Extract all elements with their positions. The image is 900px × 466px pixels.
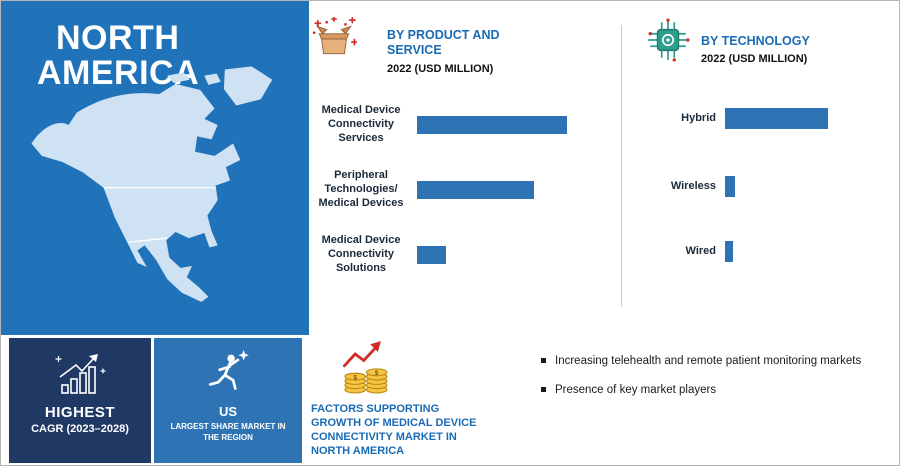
bar-wired: [725, 240, 734, 262]
bar-medical-device-connectivity-solutions: [417, 246, 446, 264]
bar-wireless: [725, 175, 736, 197]
svg-text:$: $: [353, 374, 357, 381]
technology-chart-header: BY TECHNOLOGY 2022 (USD MILLION): [701, 34, 810, 65]
factors-section: $ $ FACTORS SUPPORTING GROWTH OF MEDICAL…: [301, 338, 533, 463]
us-highlight-box: US LARGEST SHARE MARKET IN THE REGION: [154, 338, 302, 463]
technology-bar-row: Wired: [653, 226, 893, 276]
svg-text:$: $: [375, 370, 379, 377]
technology-bar-row: Wireless: [653, 161, 893, 211]
section-divider: [621, 25, 622, 307]
us-subtitle: LARGEST SHARE MARKET IN THE REGION: [170, 422, 286, 442]
category-label: Peripheral Technologies/ Medical Devices: [318, 169, 404, 209]
list-item: Presence of key market players: [539, 382, 891, 398]
product-chart-subtitle: 2022 (USD MILLION): [387, 62, 494, 75]
bullet-text: Increasing telehealth and remote patient…: [555, 355, 862, 367]
factors-title-line: FACTORS SUPPORTING: [311, 403, 440, 415]
factors-title-line: NORTH AMERICA: [311, 445, 405, 458]
us-title: US: [218, 404, 238, 419]
bullet-text: Presence of key market players: [555, 384, 717, 397]
product-chart-title-line2: SERVICE: [387, 43, 442, 58]
product-bar-row: Medical Device Connectivity Services: [313, 97, 633, 153]
microchip-icon: [648, 18, 690, 62]
key-factors-list: Increasing telehealth and remote patient…: [539, 353, 891, 411]
growth-chart-icon: [55, 354, 106, 394]
category-label: Medical Device Connectivity Solutions: [321, 234, 401, 274]
cagr-title: HIGHEST: [44, 404, 116, 421]
region-title-line1: NORTH: [56, 19, 180, 57]
product-bar-row: Peripheral Technologies/ Medical Devices: [313, 162, 633, 218]
list-item: Increasing telehealth and remote patient…: [539, 353, 891, 369]
product-bar-row: Medical Device Connectivity Solutions: [313, 227, 633, 283]
technology-bar-row: Hybrid: [653, 93, 893, 143]
bar-peripheral-technologies-medical-devices: [417, 181, 534, 199]
region-panel: NORTH AMERICA: [1, 1, 309, 335]
cagr-subtitle: CAGR (2023–2028): [31, 423, 129, 435]
product-chart-header: BY PRODUCT AND SERVICE 2022 (USD MILLION…: [387, 28, 500, 75]
product-chart-title-line1: BY PRODUCT AND: [387, 28, 500, 42]
coins-growth-icon: $ $: [342, 341, 388, 394]
cagr-highlight-box: HIGHEST CAGR (2023–2028): [9, 338, 151, 463]
technology-chart-subtitle: 2022 (USD MILLION): [701, 53, 808, 66]
factors-title-line: CONNECTIVITY MARKET IN: [311, 431, 457, 444]
technology-chart-title: BY TECHNOLOGY: [701, 34, 810, 48]
category-label: Hybrid: [681, 112, 716, 124]
factors-title: FACTORS SUPPORTING GROWTH OF MEDICAL DEV…: [311, 402, 476, 458]
bar-medical-device-connectivity-services: [417, 116, 567, 134]
open-box-icon: [312, 17, 357, 55]
category-label: Wired: [685, 245, 716, 257]
category-label: Wireless: [670, 180, 716, 192]
north-america-map-icon: [31, 66, 273, 302]
region-title: NORTH AMERICA: [37, 19, 200, 93]
region-title-line2: AMERICA: [37, 54, 200, 93]
factors-title-line: GROWTH OF MEDICAL DEVICE: [311, 417, 477, 430]
bar-hybrid: [725, 107, 828, 129]
runner-icon: [208, 350, 249, 390]
category-label: Medical Device Connectivity Services: [321, 104, 401, 144]
